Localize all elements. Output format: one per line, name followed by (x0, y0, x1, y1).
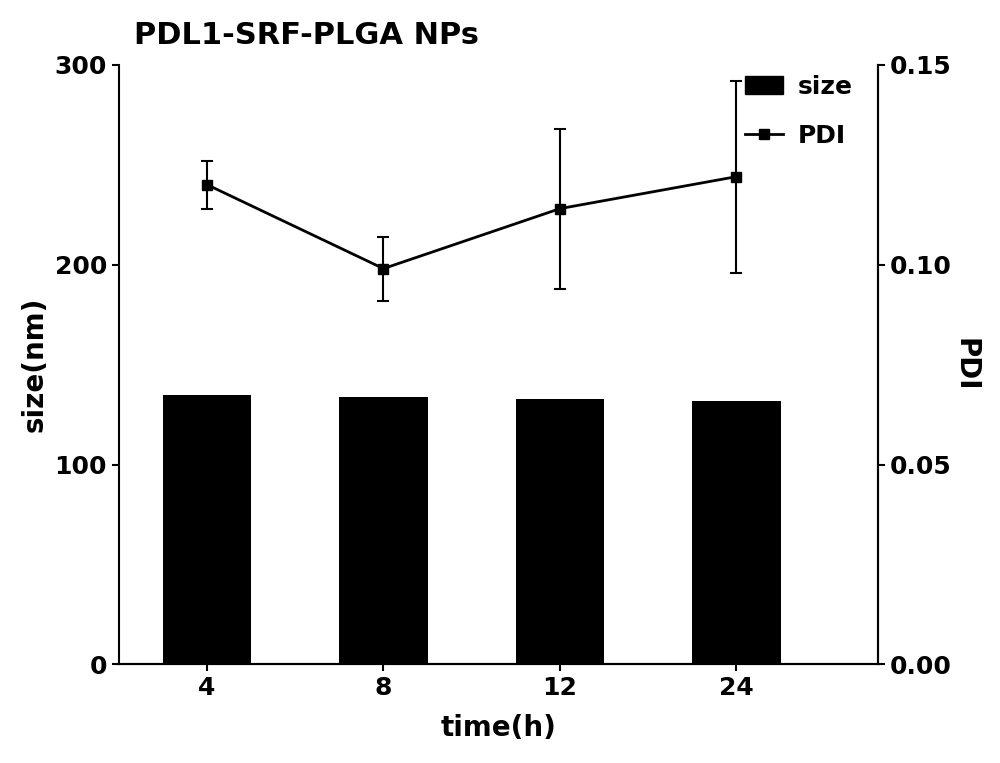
Y-axis label: size(nm): size(nm) (21, 297, 49, 433)
X-axis label: time(h): time(h) (440, 714, 556, 742)
Bar (516, 398, 604, 665)
Bar (692, 401, 781, 665)
Bar (339, 397, 428, 665)
Y-axis label: PDI: PDI (951, 338, 979, 391)
Text: PDL1-SRF-PLGA NPs: PDL1-SRF-PLGA NPs (134, 21, 479, 50)
Legend: size, PDI: size, PDI (735, 65, 863, 158)
Bar (163, 394, 251, 665)
